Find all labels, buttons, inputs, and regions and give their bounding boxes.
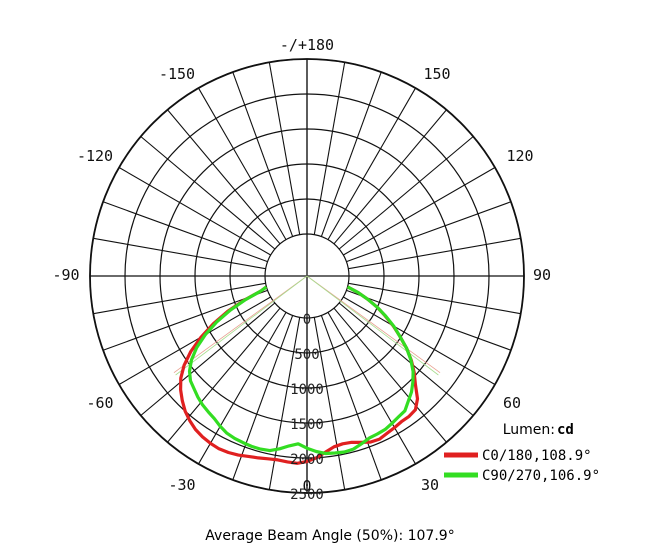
series-line-c90-270 — [187, 285, 415, 456]
grid-spoke — [232, 71, 294, 237]
radial-tick-label: 1000 — [290, 382, 324, 398]
grid-spoke — [118, 167, 271, 256]
footer-beam-angle: Average Beam Angle (50%): 107.9° — [205, 528, 454, 544]
grid-spoke — [348, 282, 521, 315]
grid-spoke — [343, 296, 496, 385]
grid-spoke — [327, 312, 416, 465]
radial-tick-label: 2500 — [290, 487, 324, 503]
angle-label: -60 — [86, 394, 113, 412]
grid-spoke — [198, 312, 287, 465]
grid-spoke — [167, 307, 281, 443]
angle-label: -90 — [52, 266, 79, 284]
beam-angle-line — [306, 275, 441, 374]
radial-tick-label: 0 — [303, 312, 311, 328]
grid-spoke — [313, 317, 346, 490]
grid-spoke — [140, 302, 276, 416]
grid-spoke — [333, 307, 447, 443]
angle-label: 120 — [506, 147, 533, 165]
grid-spoke — [102, 201, 268, 263]
grid-spoke — [346, 289, 512, 351]
grid-spoke — [167, 109, 281, 245]
grid-spoke — [93, 237, 266, 270]
grid-spoke — [140, 136, 276, 250]
grid-spoke — [346, 201, 512, 263]
chart-labels: 0 500 1000 1500 2000 2500 -/+180 150 120 90 60 30 0 -… — [52, 36, 551, 503]
grid-spoke — [348, 237, 521, 270]
radial-tick-label: 500 — [294, 347, 319, 363]
angle-label: 90 — [533, 266, 551, 284]
angle-label: -30 — [168, 476, 195, 494]
grid-spoke — [327, 87, 416, 240]
grid-spoke — [268, 62, 301, 235]
grid-spoke — [118, 296, 271, 385]
angle-label: 30 — [421, 476, 439, 494]
legend-unit-label: Lumen: — [503, 422, 555, 438]
grid-spoke — [232, 315, 294, 481]
legend-unit-value: cd — [557, 422, 574, 438]
grid-spoke — [102, 289, 268, 351]
legend: Lumen: cd C0/180,108.9° C90/270,106.9° — [444, 422, 600, 484]
beam-angle-line — [175, 275, 308, 376]
angle-label: -/+180 — [280, 36, 334, 54]
legend-label-c0: C0/180,108.9° — [482, 448, 592, 464]
beam-angle-line — [173, 275, 308, 374]
grid-spoke — [313, 62, 346, 235]
beam-angle-line — [306, 275, 439, 376]
light-distribution-curves — [179, 285, 420, 465]
polar-grid — [89, 58, 525, 494]
angle-label: -120 — [77, 147, 113, 165]
radial-tick-label: 2000 — [290, 452, 324, 468]
grid-spoke — [338, 302, 474, 416]
radial-tick-label: 1500 — [290, 417, 324, 433]
grid-spoke — [93, 282, 266, 315]
grid-spoke — [343, 167, 496, 256]
grid-spoke — [198, 87, 287, 240]
angle-label: 0 — [302, 477, 311, 495]
angle-label: -150 — [159, 65, 195, 83]
grid-spoke — [338, 136, 474, 250]
legend-label-c90: C90/270,106.9° — [482, 468, 600, 484]
angle-label: 150 — [423, 65, 450, 83]
grid-spoke — [320, 315, 382, 481]
angle-label: 60 — [503, 394, 521, 412]
grid-spoke — [320, 71, 382, 237]
grid-spoke — [333, 109, 447, 245]
